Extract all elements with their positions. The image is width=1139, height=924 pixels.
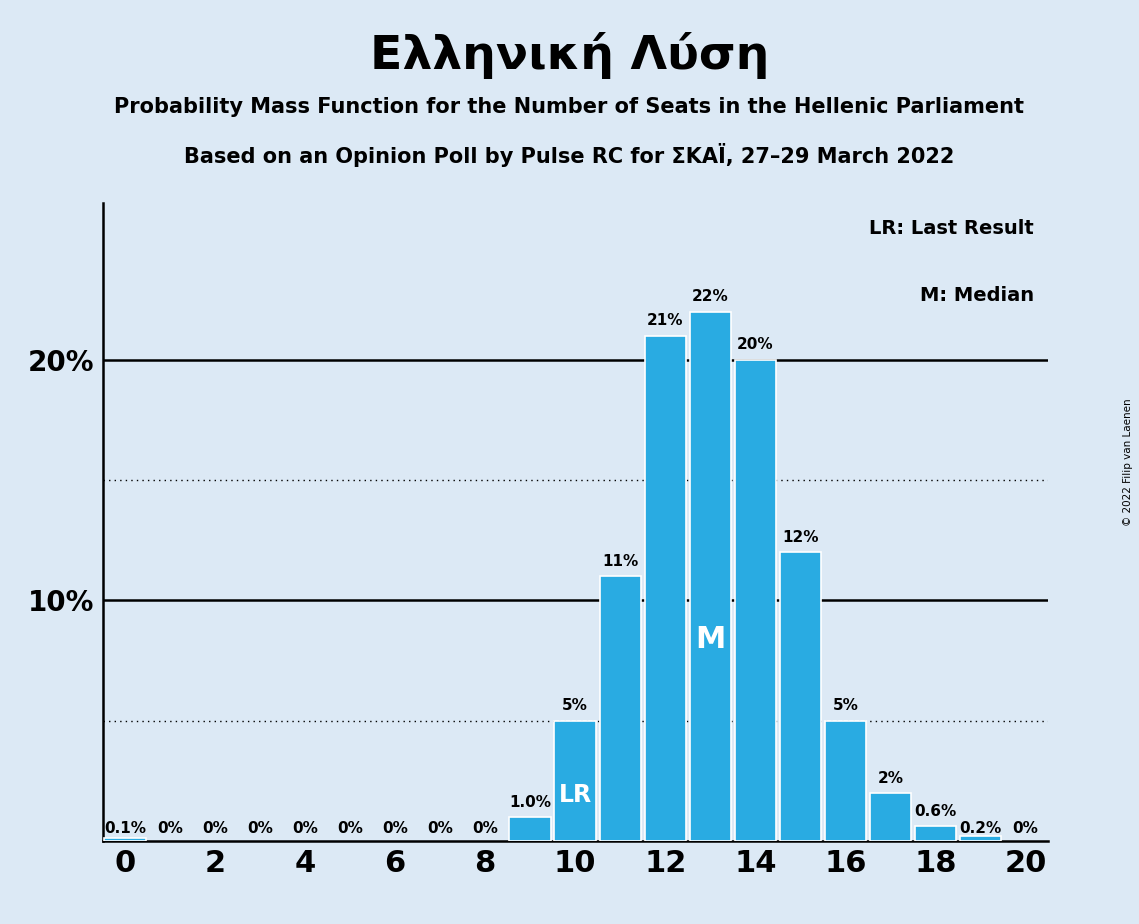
Text: M: M	[695, 626, 726, 654]
Bar	[915, 826, 956, 841]
Bar	[599, 577, 641, 841]
Text: 2%: 2%	[877, 771, 903, 785]
Bar	[960, 836, 1001, 841]
Bar	[645, 335, 686, 841]
Bar	[869, 793, 911, 841]
Bar	[689, 311, 731, 841]
Text: 0%: 0%	[383, 821, 408, 836]
Text: 21%: 21%	[647, 313, 683, 328]
Text: M: Median: M: Median	[919, 286, 1034, 305]
Text: 0%: 0%	[1013, 821, 1039, 836]
Text: Probability Mass Function for the Number of Seats in the Hellenic Parliament: Probability Mass Function for the Number…	[115, 97, 1024, 117]
Text: 0%: 0%	[292, 821, 318, 836]
Text: 0%: 0%	[157, 821, 183, 836]
Bar	[105, 838, 146, 841]
Text: 0%: 0%	[337, 821, 363, 836]
Text: LR: Last Result: LR: Last Result	[869, 219, 1034, 238]
Text: 0%: 0%	[473, 821, 498, 836]
Bar	[555, 721, 596, 841]
Text: Based on an Opinion Poll by Pulse RC for ΣΚΑΪ, 27–29 March 2022: Based on an Opinion Poll by Pulse RC for…	[185, 143, 954, 167]
Bar	[735, 359, 776, 841]
Text: 12%: 12%	[782, 530, 819, 545]
Text: 5%: 5%	[563, 699, 588, 713]
Bar	[825, 721, 866, 841]
Text: 0.6%: 0.6%	[915, 804, 957, 820]
Text: 11%: 11%	[603, 554, 638, 569]
Text: 5%: 5%	[833, 699, 859, 713]
Text: 1.0%: 1.0%	[509, 795, 551, 809]
Text: 0%: 0%	[427, 821, 453, 836]
Text: 0%: 0%	[247, 821, 273, 836]
Text: LR: LR	[558, 784, 592, 808]
Text: 0.1%: 0.1%	[104, 821, 146, 836]
Text: © 2022 Filip van Laenen: © 2022 Filip van Laenen	[1123, 398, 1133, 526]
Text: 22%: 22%	[691, 289, 729, 304]
Text: 20%: 20%	[737, 337, 773, 352]
Text: 0.2%: 0.2%	[959, 821, 1001, 836]
Text: Ελληνική Λύση: Ελληνική Λύση	[370, 32, 769, 79]
Bar	[509, 817, 551, 841]
Bar	[779, 553, 821, 841]
Text: 0%: 0%	[202, 821, 228, 836]
